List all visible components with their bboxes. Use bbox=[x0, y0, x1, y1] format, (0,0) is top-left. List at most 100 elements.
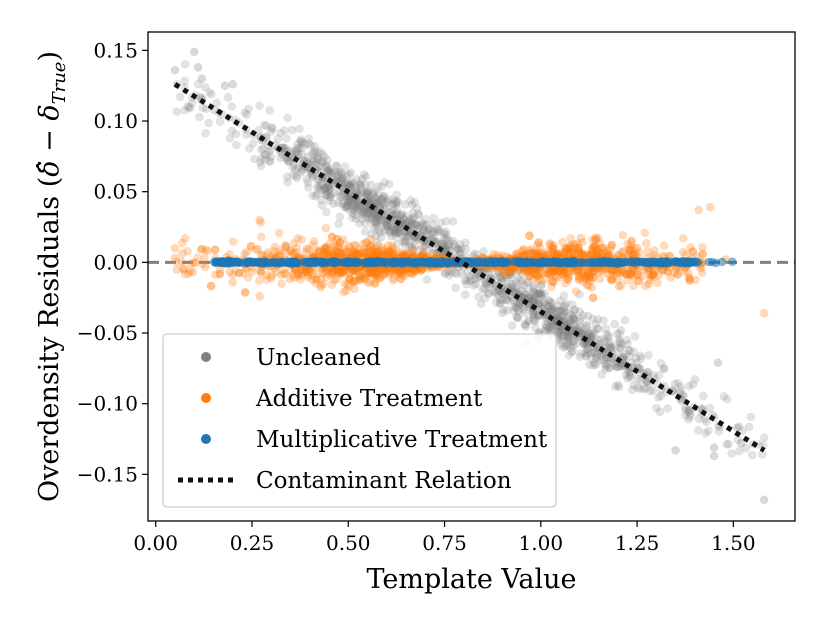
uncleaned-point bbox=[524, 277, 533, 287]
uncleaned-point bbox=[563, 341, 573, 351]
uncleaned-point bbox=[639, 384, 649, 394]
uncleaned-point bbox=[544, 301, 553, 311]
uncleaned-point bbox=[747, 450, 757, 460]
uncleaned-point bbox=[567, 300, 577, 309]
uncleaned-point bbox=[345, 179, 355, 189]
uncleaned-point bbox=[564, 332, 574, 342]
uncleaned-point bbox=[560, 342, 570, 352]
uncleaned-point bbox=[502, 306, 512, 315]
uncleaned-point bbox=[453, 244, 462, 253]
uncleaned-point bbox=[529, 283, 538, 293]
uncleaned-point bbox=[195, 112, 204, 122]
uncleaned-point bbox=[317, 201, 327, 210]
uncleaned-point bbox=[381, 225, 391, 234]
uncleaned-point bbox=[580, 348, 590, 358]
multiplicative-point bbox=[230, 257, 239, 267]
additive-point bbox=[644, 279, 653, 289]
uncleaned-point bbox=[320, 183, 330, 193]
uncleaned-point bbox=[746, 412, 756, 422]
uncleaned-point bbox=[313, 184, 323, 193]
uncleaned-point bbox=[363, 187, 373, 196]
uncleaned-point bbox=[558, 342, 568, 352]
uncleaned-point bbox=[327, 168, 337, 178]
y-axis-label-minus: − bbox=[34, 121, 65, 161]
uncleaned-point bbox=[563, 308, 573, 318]
svg-text:Overdensity Residuals (δ̂ − δT: Overdensity Residuals (δ̂ − δTrue) bbox=[34, 51, 70, 502]
x-tick-label: 1.00 bbox=[519, 531, 564, 555]
uncleaned-point bbox=[520, 290, 530, 300]
uncleaned-point bbox=[310, 141, 320, 151]
uncleaned-point bbox=[518, 270, 527, 280]
uncleaned-point bbox=[554, 328, 564, 338]
legend-marker bbox=[201, 434, 211, 444]
uncleaned-point bbox=[323, 166, 333, 175]
uncleaned-point bbox=[564, 334, 573, 344]
uncleaned-point bbox=[419, 222, 429, 232]
additive-point bbox=[685, 276, 695, 285]
uncleaned-point bbox=[345, 181, 355, 190]
uncleaned-point bbox=[249, 139, 258, 148]
uncleaned-point bbox=[261, 121, 271, 131]
uncleaned-point bbox=[258, 144, 268, 153]
uncleaned-point bbox=[422, 275, 432, 284]
additive-point bbox=[293, 234, 303, 243]
uncleaned-point bbox=[323, 191, 333, 200]
uncleaned-point bbox=[291, 147, 301, 157]
uncleaned-point bbox=[363, 208, 373, 217]
uncleaned-point bbox=[444, 241, 454, 251]
uncleaned-point bbox=[291, 171, 301, 181]
uncleaned-point bbox=[567, 347, 577, 357]
uncleaned-point bbox=[360, 227, 370, 236]
uncleaned-point bbox=[583, 341, 592, 351]
uncleaned-point bbox=[627, 385, 637, 395]
uncleaned-point bbox=[292, 173, 302, 183]
uncleaned-point bbox=[288, 162, 298, 172]
uncleaned-point bbox=[318, 150, 328, 159]
uncleaned-point bbox=[245, 144, 254, 153]
uncleaned-point bbox=[453, 245, 462, 255]
uncleaned-point bbox=[429, 213, 439, 223]
uncleaned-point bbox=[312, 189, 322, 199]
additive-point bbox=[190, 258, 199, 268]
uncleaned-point bbox=[511, 277, 521, 286]
uncleaned-point bbox=[704, 426, 713, 436]
y-tick-label: 0.15 bbox=[93, 38, 138, 62]
uncleaned-point bbox=[444, 271, 454, 280]
uncleaned-point bbox=[625, 346, 635, 356]
uncleaned-point bbox=[568, 312, 578, 321]
uncleaned-point bbox=[349, 205, 359, 215]
x-tick-label: 1.50 bbox=[711, 531, 756, 555]
uncleaned-point bbox=[371, 193, 381, 203]
uncleaned-point bbox=[497, 289, 507, 298]
uncleaned-point bbox=[383, 222, 393, 231]
uncleaned-point bbox=[314, 162, 323, 172]
uncleaned-point bbox=[570, 321, 580, 331]
uncleaned-point bbox=[309, 156, 318, 166]
uncleaned-point bbox=[530, 291, 540, 300]
uncleaned-point bbox=[340, 162, 350, 171]
uncleaned-point bbox=[535, 288, 545, 298]
uncleaned-point bbox=[419, 226, 429, 235]
uncleaned-point bbox=[259, 120, 269, 130]
uncleaned-point bbox=[392, 210, 402, 219]
uncleaned-point bbox=[540, 289, 550, 298]
uncleaned-point bbox=[378, 198, 388, 208]
uncleaned-point bbox=[670, 379, 680, 388]
uncleaned-point bbox=[496, 273, 505, 282]
uncleaned-point bbox=[451, 283, 460, 293]
uncleaned-point bbox=[616, 343, 625, 352]
uncleaned-point bbox=[586, 329, 596, 339]
uncleaned-point bbox=[489, 286, 498, 296]
uncleaned-point bbox=[546, 306, 556, 315]
uncleaned-point bbox=[197, 74, 207, 83]
additive-point bbox=[254, 276, 264, 286]
additive-point bbox=[338, 267, 348, 277]
uncleaned-point bbox=[605, 363, 615, 372]
uncleaned-point bbox=[521, 319, 530, 329]
uncleaned-point bbox=[316, 160, 325, 170]
additive-point bbox=[688, 247, 698, 256]
uncleaned-point bbox=[207, 90, 216, 99]
uncleaned-point bbox=[676, 382, 685, 391]
uncleaned-point bbox=[401, 212, 411, 221]
uncleaned-point bbox=[610, 342, 619, 352]
